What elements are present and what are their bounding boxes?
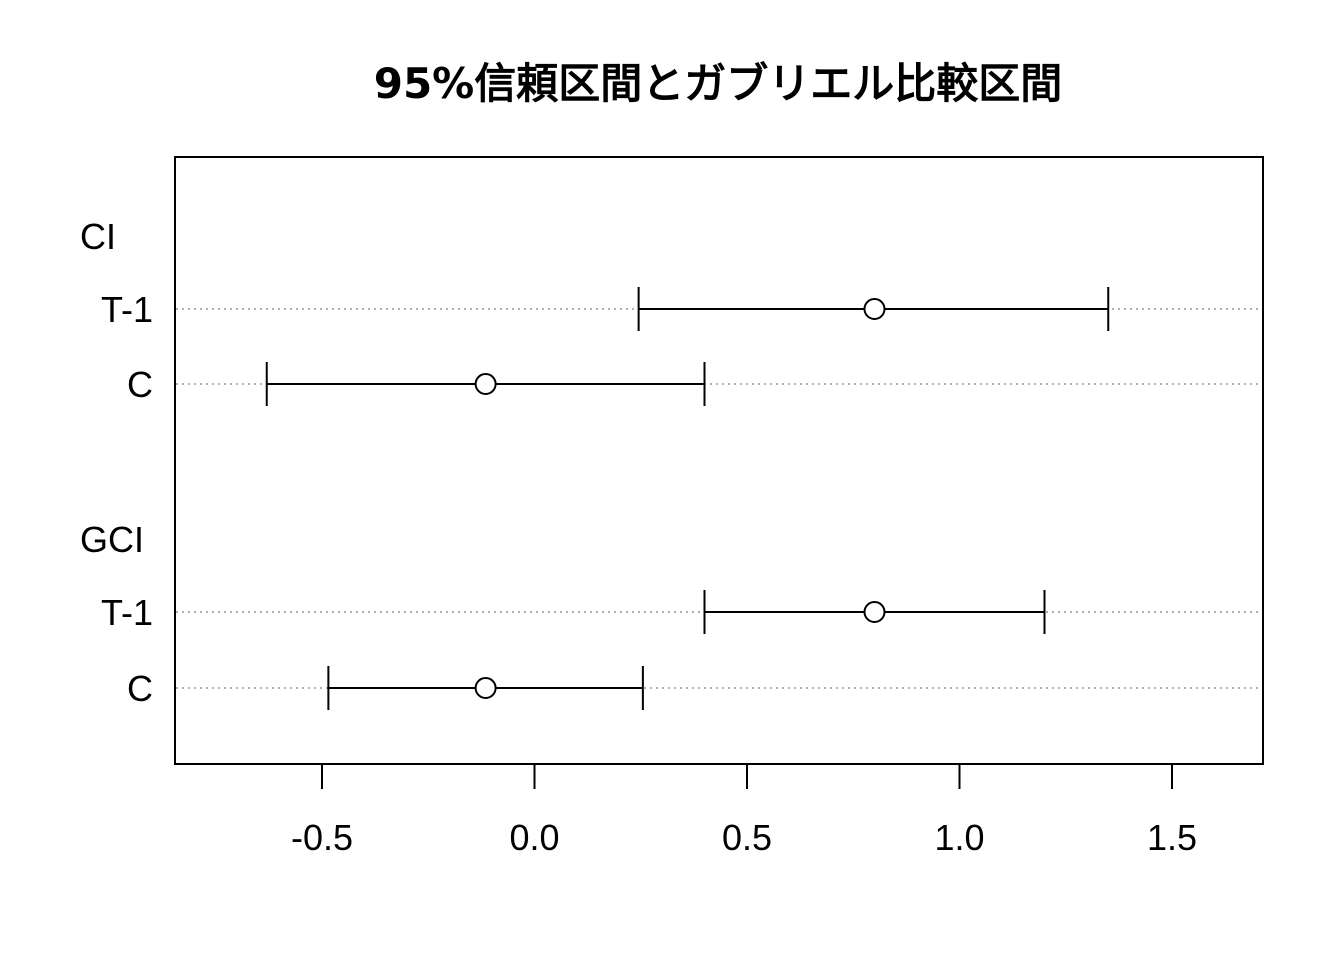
grid-layer [176,308,1262,689]
row-label: T-1 [101,592,153,633]
chart-title: 95%信頼区間とガブリエル比較区間 [373,59,1063,108]
x-tick-label: 1.5 [1147,817,1197,858]
row-label: T-1 [101,289,153,330]
row-label: C [127,668,153,709]
row-label: C [127,364,153,405]
x-tick-label: 1.0 [934,817,984,858]
plot-frame [174,156,1264,765]
x-tick-label: 0.5 [722,817,772,858]
x-tick-label: 0.0 [509,817,559,858]
estimate-point [863,601,886,623]
x-axis: -0.5 0.0 0.5 1.0 1.5 [291,764,1197,858]
label-layer: CI T-1 C GCI T-1 C [80,216,153,709]
x-tick-label: -0.5 [291,817,353,858]
estimate-point [863,298,886,320]
estimate-point [474,677,497,699]
group-label: GCI [80,519,144,560]
estimate-point [474,373,497,395]
group-label: CI [80,216,116,257]
interval-layer [265,287,1110,710]
